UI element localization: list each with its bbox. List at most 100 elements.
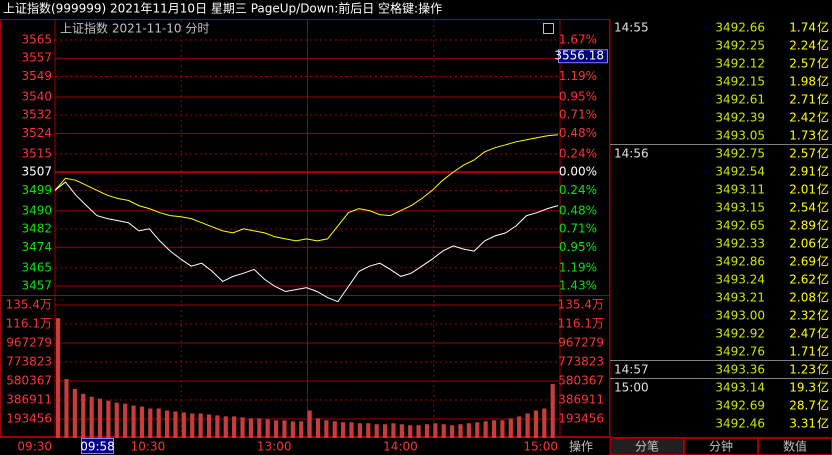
volume-bar: [81, 393, 86, 438]
time-label: 13:00: [257, 440, 292, 454]
trade-volume: 2.42: [789, 111, 816, 125]
volume-bar: [97, 398, 103, 438]
volume-bar: [483, 421, 488, 438]
trade-unit: 亿: [817, 380, 829, 395]
trade-unit: 亿: [817, 20, 829, 35]
trade-price: 3492.15: [715, 75, 765, 89]
tab-label[interactable]: 分钟: [709, 439, 733, 454]
price-tick-label: 3457: [21, 279, 52, 293]
volume-bar: [349, 422, 354, 438]
action-button[interactable]: 操作: [569, 439, 593, 454]
trade-price: 3492.33: [715, 237, 765, 251]
volume-bar: [382, 424, 388, 438]
volume-bar: [408, 425, 413, 438]
chart-header: 上证指数 2021-11-10 分时: [60, 21, 209, 36]
cursor-time-box: [81, 438, 114, 454]
trade-unit: 亿: [817, 326, 829, 341]
trade-volume: 2.24: [789, 39, 816, 53]
volume-bar: [399, 424, 404, 438]
trade-price: 3492.61: [715, 93, 765, 107]
volume-bar: [206, 414, 212, 438]
pct-label: 0.95%: [559, 240, 597, 254]
volume-tick-label: 116.1万: [6, 316, 52, 330]
volume-bar: [72, 388, 77, 438]
volume-bar: [248, 418, 254, 438]
volume-bar: [307, 410, 312, 438]
volume-bar: [475, 422, 480, 438]
volume-bar: [466, 423, 471, 438]
trade-volume: 2.91: [789, 165, 816, 179]
trade-volume: 2.32: [789, 309, 816, 323]
volume-bar: [324, 420, 329, 438]
volume-bar: [500, 420, 505, 438]
trade-volume: 2.57: [789, 147, 816, 161]
trade-volume: 2.08: [789, 291, 816, 305]
pct-label: 0.24%: [559, 183, 597, 197]
volume-bar: [299, 421, 304, 438]
trade-price: 3493.21: [715, 291, 765, 305]
trade-price: 3492.54: [715, 165, 765, 179]
tab-label[interactable]: 数值: [783, 439, 807, 454]
trade-price: 3492.25: [715, 39, 765, 53]
volume-bar: [357, 423, 362, 438]
trade-time: 14:57: [614, 363, 649, 377]
volume-tick-label: 967279: [6, 335, 52, 349]
volume-tick-label-right: 193456: [558, 411, 604, 425]
volume-bar: [491, 420, 497, 438]
trade-price: 3493.11: [715, 183, 765, 197]
trade-price: 3492.12: [715, 57, 765, 71]
volume-bar: [273, 420, 279, 438]
trade-price: 3492.46: [715, 417, 765, 431]
time-label: 09:30: [17, 440, 52, 454]
trade-volume: 2.89: [789, 219, 816, 233]
volume-bar: [190, 413, 195, 438]
trade-unit: 亿: [817, 200, 829, 215]
volume-tick-label-right: 386911: [558, 392, 604, 406]
volume-bar: [391, 423, 396, 438]
volume-bar: [173, 411, 178, 438]
price-tick-label: 3515: [21, 146, 52, 160]
cursor-time: 09:58: [80, 440, 115, 454]
pct-label: 0.00%: [559, 165, 597, 179]
volume-bar: [341, 422, 346, 438]
volume-bar: [315, 418, 321, 438]
trade-volume: 1.73: [789, 129, 816, 143]
trade-unit: 亿: [817, 128, 829, 143]
trade-unit: 亿: [817, 344, 829, 359]
trade-time: 15:00: [614, 381, 649, 395]
tab-label[interactable]: 分笔: [635, 439, 659, 454]
trade-volume: 19.3: [789, 381, 816, 395]
volume-bar: [533, 410, 539, 438]
volume-tick-label: 193456: [6, 411, 52, 425]
volume-bar: [156, 408, 161, 438]
trade-volume: 1.71: [789, 345, 816, 359]
volume-bar: [332, 421, 337, 438]
trade-unit: 亿: [817, 110, 829, 125]
volume-bar: [433, 423, 438, 438]
pct-label: 1.43%: [559, 279, 597, 293]
volume-bar: [542, 408, 547, 438]
price-tick-label: 3549: [21, 69, 52, 83]
pct-label: 0.95%: [559, 89, 597, 103]
expand-icon[interactable]: [543, 23, 554, 34]
price-tick-label: 3524: [21, 126, 52, 140]
trade-unit: 亿: [817, 164, 829, 179]
time-label: 15:00: [523, 440, 558, 454]
volume-tick-label-right: 580367: [558, 373, 604, 387]
trade-volume: 1.23: [789, 363, 816, 377]
average-line: [54, 134, 559, 242]
time-label: 14:00: [383, 440, 418, 454]
title-bar: 上证指数(999999) 2021年11月10日 星期三 PageUp/Down…: [3, 1, 442, 16]
volume-bar: [265, 419, 270, 438]
volume-bar: [64, 379, 69, 438]
trade-time: 14:56: [614, 147, 649, 161]
volume-tick-label-right: 135.4万: [558, 298, 604, 312]
volume-bar: [215, 415, 220, 438]
volume-bar: [424, 424, 430, 438]
trade-volume: 2.06: [789, 237, 816, 251]
volume-bar: [106, 400, 111, 438]
volume-bar: [164, 410, 170, 438]
cursor-price: 3556.18: [554, 49, 604, 63]
trade-price: 3492.76: [715, 345, 765, 359]
